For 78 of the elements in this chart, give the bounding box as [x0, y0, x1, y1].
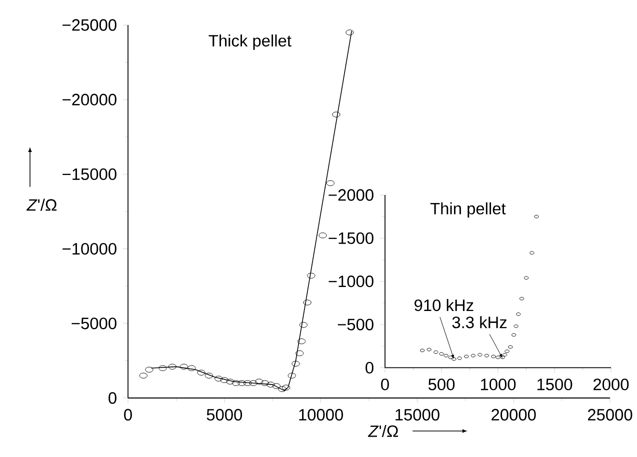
point: [516, 312, 521, 316]
point: [496, 356, 500, 360]
point: [139, 372, 148, 378]
point: [420, 348, 425, 352]
point: [282, 384, 290, 390]
annotation: 910 kHz: [414, 299, 474, 312]
x-tick-label: 10000: [299, 408, 344, 421]
y-tick-label: −25000: [62, 19, 116, 31]
y-tick-label: −15000: [62, 168, 116, 180]
point: [439, 352, 444, 356]
point: [514, 324, 518, 328]
y-tick-label: −2000: [328, 189, 374, 201]
point: [511, 333, 516, 337]
y-tick-label: 0: [366, 362, 374, 374]
point: [255, 378, 264, 384]
chart-title: Thin pellet: [430, 202, 506, 218]
x-tick-label: 0: [381, 378, 389, 390]
x-tick-label: 1000: [480, 378, 516, 390]
y-axis-title: Z'/Ω: [26, 198, 57, 211]
point: [504, 350, 510, 353]
y-tick-label: −500: [338, 318, 374, 330]
point: [266, 382, 275, 388]
point: [299, 322, 308, 328]
point: [288, 372, 296, 378]
point: [214, 376, 223, 382]
point: [534, 214, 539, 218]
point: [452, 357, 456, 361]
annotation: 3.3 kHz: [452, 316, 507, 328]
x-axis-title: Z'/Ω: [368, 424, 398, 438]
point: [524, 276, 529, 280]
point: [434, 350, 438, 354]
x-tick-label: 0: [124, 408, 132, 421]
y-tick-label: 0: [108, 392, 116, 404]
y-tick-label: −10000: [62, 242, 116, 255]
text: Thick pellet: [208, 34, 292, 50]
point: [332, 112, 340, 118]
point: [484, 354, 490, 358]
point: [197, 370, 206, 376]
point: [188, 365, 196, 372]
x-tick-label: 1500: [537, 378, 572, 390]
point: [318, 232, 327, 238]
point: [168, 364, 176, 370]
point: [296, 350, 304, 356]
point: [272, 383, 280, 389]
point: [297, 338, 306, 344]
y-tick-label: −1000: [328, 276, 374, 288]
point: [249, 380, 258, 386]
point: [226, 378, 234, 384]
point: [326, 180, 334, 186]
point: [292, 360, 300, 367]
point: [464, 354, 469, 358]
point: [457, 356, 462, 360]
point: [491, 354, 496, 358]
point: [220, 377, 228, 383]
y-tick-label: −5000: [72, 318, 116, 330]
x-tick-label: 2000: [594, 378, 629, 390]
y-tick-label: −20000: [62, 94, 116, 106]
point: [260, 380, 269, 386]
point: [530, 251, 534, 255]
point: [426, 348, 432, 352]
x-tick-label: 25000: [588, 408, 632, 421]
point: [238, 380, 246, 386]
x-tick-label: 20000: [492, 408, 536, 421]
point: [303, 300, 312, 306]
point: [519, 296, 524, 300]
point: [180, 364, 188, 370]
point: [307, 272, 316, 278]
x-tick-label: 5000: [206, 408, 242, 421]
x-tick-label: 15000: [396, 408, 440, 421]
point: [158, 365, 167, 372]
point: [470, 354, 476, 358]
point: [508, 345, 513, 349]
point: [278, 386, 286, 392]
y-tick-label: −1500: [328, 232, 374, 244]
x-tick-label: 500: [428, 378, 455, 390]
point: [244, 380, 252, 386]
point: [478, 353, 482, 356]
point: [444, 354, 448, 358]
